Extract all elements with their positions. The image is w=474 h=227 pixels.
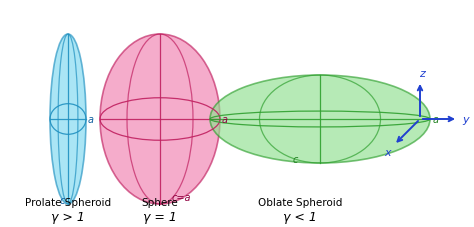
Text: a: a [222, 114, 228, 124]
Text: a: a [88, 114, 94, 124]
Text: Sphere: Sphere [142, 197, 178, 207]
Text: c: c [59, 195, 64, 205]
Text: x: x [384, 147, 391, 157]
Text: Prolate Spheroid: Prolate Spheroid [25, 197, 111, 207]
Text: c: c [292, 154, 298, 164]
Text: Oblate Spheroid: Oblate Spheroid [258, 197, 342, 207]
Text: a: a [433, 114, 439, 124]
Text: γ = 1: γ = 1 [143, 210, 177, 223]
Text: γ < 1: γ < 1 [283, 210, 317, 223]
Ellipse shape [210, 76, 430, 163]
Text: γ > 1: γ > 1 [51, 210, 85, 223]
Text: y: y [462, 114, 469, 124]
Text: c=a: c=a [172, 192, 191, 202]
Ellipse shape [100, 35, 220, 204]
Ellipse shape [50, 35, 86, 204]
Text: z: z [419, 69, 425, 79]
